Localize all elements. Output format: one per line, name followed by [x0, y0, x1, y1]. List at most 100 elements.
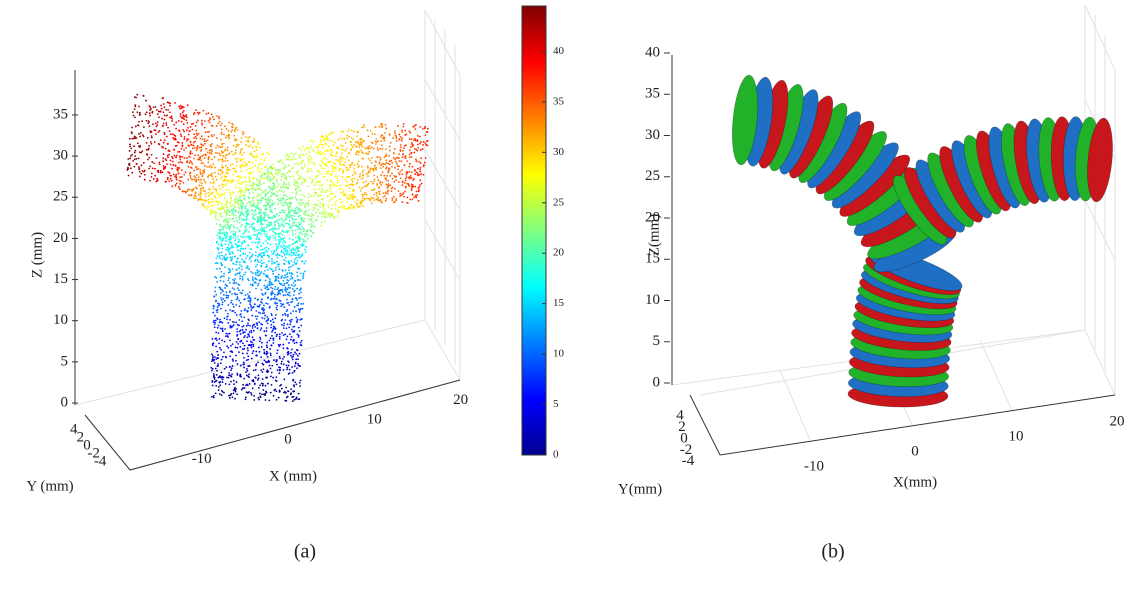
- point: [263, 318, 265, 320]
- point: [300, 344, 302, 346]
- point: [222, 167, 224, 169]
- point: [286, 397, 288, 399]
- point: [199, 181, 201, 183]
- point: [245, 272, 247, 274]
- point: [292, 234, 294, 236]
- point: [289, 295, 291, 297]
- point: [154, 168, 156, 170]
- point: [205, 182, 207, 184]
- point: [203, 190, 205, 192]
- point: [258, 199, 260, 201]
- point: [202, 138, 204, 140]
- point: [271, 335, 273, 337]
- point: [234, 210, 236, 212]
- point: [220, 308, 222, 310]
- point: [155, 133, 157, 135]
- point: [233, 237, 235, 239]
- point: [237, 257, 239, 259]
- point: [290, 312, 292, 314]
- point: [198, 198, 200, 200]
- point: [133, 115, 135, 117]
- point: [196, 188, 198, 190]
- point: [137, 142, 139, 144]
- point: [284, 254, 286, 256]
- point: [345, 142, 347, 144]
- point: [240, 255, 242, 257]
- point: [278, 172, 280, 174]
- point: [313, 221, 315, 223]
- point: [389, 163, 391, 165]
- point: [300, 222, 302, 224]
- point: [253, 330, 255, 332]
- point: [287, 251, 289, 253]
- point: [215, 393, 217, 395]
- point: [307, 202, 309, 204]
- point: [257, 271, 259, 273]
- point: [221, 289, 223, 291]
- point: [268, 217, 270, 219]
- point: [288, 260, 290, 262]
- point: [218, 303, 220, 305]
- point: [227, 295, 229, 297]
- point: [291, 226, 293, 228]
- point: [253, 381, 255, 383]
- point: [289, 220, 291, 222]
- point: [335, 185, 337, 187]
- point: [369, 159, 371, 161]
- point: [342, 192, 344, 194]
- point: [414, 128, 416, 130]
- point: [207, 192, 209, 194]
- point: [216, 339, 218, 341]
- point: [308, 159, 310, 161]
- point: [407, 202, 409, 204]
- point: [219, 384, 221, 386]
- point: [393, 153, 395, 155]
- point: [225, 224, 227, 226]
- point: [265, 231, 267, 233]
- point: [234, 198, 236, 200]
- point: [156, 157, 158, 159]
- point: [302, 145, 304, 147]
- point: [265, 173, 267, 175]
- point: [197, 159, 199, 161]
- point: [321, 213, 323, 215]
- point: [282, 347, 284, 349]
- point: [267, 269, 269, 271]
- z-tick-label: 35: [645, 86, 660, 102]
- point: [280, 232, 282, 234]
- point: [138, 168, 140, 170]
- point: [281, 250, 283, 252]
- point: [348, 159, 350, 161]
- point: [374, 188, 376, 190]
- point: [362, 186, 364, 188]
- point: [324, 153, 326, 155]
- point: [335, 208, 337, 210]
- point: [311, 146, 313, 148]
- point: [252, 276, 254, 278]
- point: [256, 230, 258, 232]
- point: [288, 155, 290, 157]
- point: [256, 318, 258, 320]
- point: [205, 200, 207, 202]
- point: [139, 136, 141, 138]
- point: [257, 259, 259, 261]
- point: [379, 181, 381, 183]
- point: [241, 217, 243, 219]
- point: [238, 319, 240, 321]
- point: [213, 118, 215, 120]
- point: [268, 168, 270, 170]
- point: [186, 157, 188, 159]
- point: [239, 189, 241, 191]
- point: [190, 195, 192, 197]
- point: [229, 179, 231, 181]
- point: [217, 354, 219, 356]
- point: [221, 132, 223, 134]
- point: [289, 203, 291, 205]
- point: [368, 158, 370, 160]
- point: [238, 183, 240, 185]
- point: [298, 186, 300, 188]
- point: [267, 152, 269, 154]
- point: [234, 129, 236, 131]
- point: [333, 170, 335, 172]
- point: [255, 251, 257, 253]
